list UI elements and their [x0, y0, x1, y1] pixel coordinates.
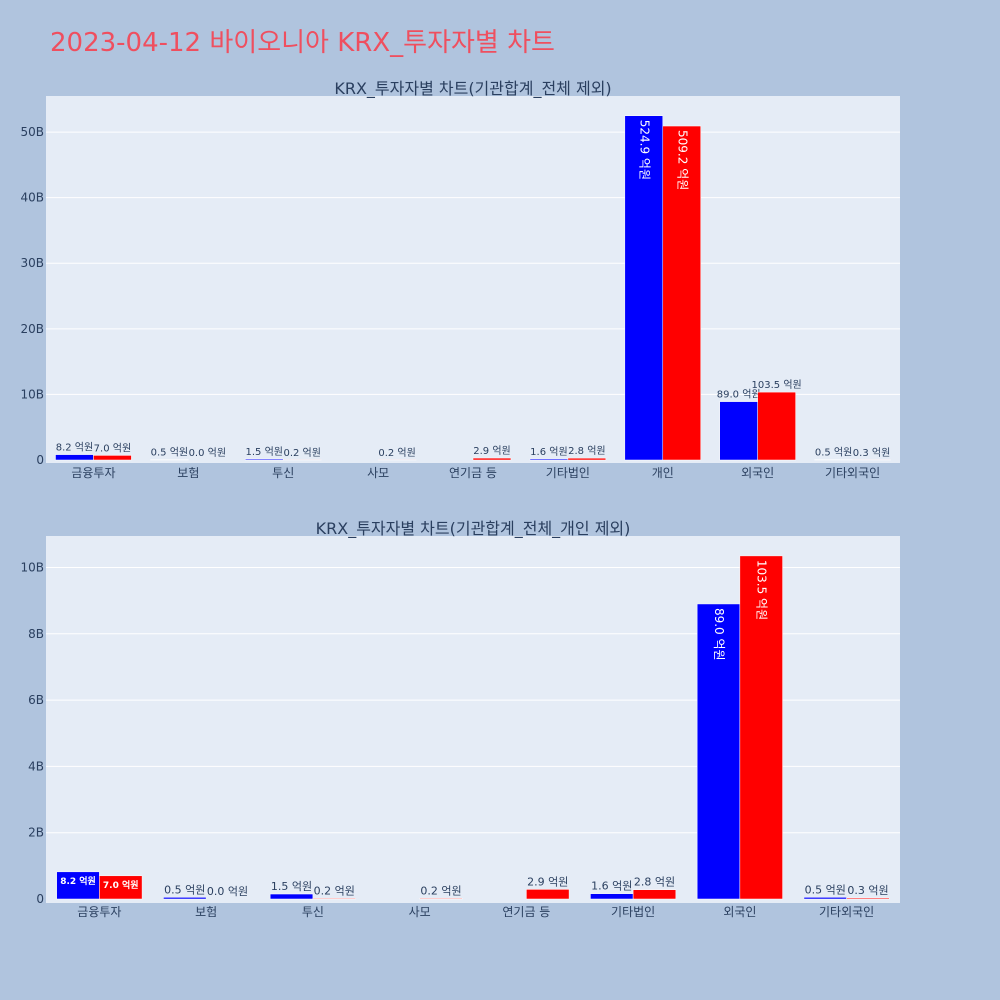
bar-buy: [245, 458, 284, 461]
data-label: 2.8 억원: [634, 876, 675, 889]
bar-sell: [757, 391, 796, 461]
data-label: 0.2 억원: [314, 884, 355, 897]
x-tick-label: 투신: [302, 905, 324, 919]
data-label: 0.5 억원: [164, 883, 205, 896]
data-label: 89.0 억원: [717, 389, 761, 401]
chart-subtitle: KRX_투자자별 차트(기관합계_전체_개인 제외): [316, 519, 631, 539]
y-tick-label: 4B: [28, 759, 44, 773]
x-tick-label: 금융투자: [71, 466, 115, 480]
data-label: 8.2 억원: [56, 442, 93, 454]
x-tick-label: 기타외국인: [825, 466, 880, 480]
y-tick-label: 50B: [20, 125, 44, 139]
bar-sell: [93, 455, 132, 461]
bar-sell: [312, 898, 356, 900]
bar-sell: [526, 889, 570, 900]
data-label: 0.2 억원: [283, 447, 320, 459]
bar-buy: [624, 115, 664, 461]
bar-buy: [696, 603, 741, 900]
y-tick-label: 0: [36, 453, 44, 467]
bar-sell: [419, 898, 463, 900]
x-tick-label: 기타법인: [611, 905, 655, 919]
data-label: 0.3 억원: [853, 447, 890, 459]
x-tick-label: 연기금 등: [502, 905, 550, 919]
data-label: 89.0 억원: [712, 608, 726, 661]
bar-sell: [662, 125, 701, 461]
bar-buy: [590, 893, 634, 900]
bar-sell: [846, 897, 890, 900]
data-label: 8.2 억원: [60, 875, 96, 887]
data-label: 103.5 억원: [755, 560, 769, 620]
data-label: 0.2 억원: [378, 447, 415, 459]
x-tick-label: 사모: [409, 905, 431, 919]
data-label: 1.6 억원: [591, 880, 632, 893]
bar-buy: [55, 454, 94, 461]
y-tick-label: 6B: [28, 693, 44, 707]
data-label: 2.8 억원: [568, 445, 605, 457]
x-tick-label: 보험: [195, 905, 217, 919]
x-tick-label: 연기금 등: [449, 466, 497, 480]
bar-sell: [632, 889, 677, 900]
bar-buy: [803, 897, 847, 900]
y-tick-label: 0: [36, 892, 44, 906]
data-label: 2.9 억원: [527, 875, 568, 888]
data-label: 0.5 억원: [815, 447, 852, 459]
bar-buy: [269, 893, 314, 900]
bar-sell: [99, 875, 143, 900]
y-tick-label: 10B: [20, 387, 44, 401]
page-title: 2023-04-12 바이오니아 KRX_투자자별 차트: [50, 28, 555, 58]
data-label: 0.3 억원: [847, 884, 888, 897]
bar-buy: [56, 871, 100, 900]
bar-buy: [529, 458, 569, 461]
x-tick-label: 개인: [652, 466, 674, 480]
bar-buy: [163, 897, 207, 900]
x-tick-label: 보험: [177, 466, 199, 480]
bar-sell: [567, 457, 607, 461]
data-label: 0.2 억원: [420, 884, 461, 897]
data-label: 1.6 억원: [530, 446, 567, 458]
data-label: 0.0 억원: [189, 447, 226, 459]
data-label: 0.0 억원: [207, 885, 248, 898]
x-tick-label: 사모: [367, 466, 389, 480]
bar-chart-excl-individual: 0 2B 4B 6B 8B 10B KRX_투자자별 차트(기관합계_전체_개인 제외) 8.…: [20, 519, 900, 919]
y-tick-label: 2B: [28, 826, 44, 840]
y-tick-label: 8B: [28, 627, 44, 641]
bar-chart-all: 0 10B 20B 30B 40B 50B KRX_투자자별 차트(기관합계_전체 제외) 8…: [20, 79, 900, 480]
x-tick-label: 외국인: [723, 905, 756, 919]
data-label: 7.0 억원: [103, 879, 139, 891]
x-tick-label: 투신: [272, 466, 294, 480]
data-label: 0.5 억원: [151, 447, 188, 459]
x-tick-label: 기타법인: [546, 466, 590, 480]
data-label: 103.5 억원: [752, 379, 802, 391]
data-label: 1.5 억원: [246, 446, 283, 458]
bar-buy: [719, 401, 758, 461]
x-tick-label: 외국인: [741, 466, 774, 480]
data-label: 7.0 억원: [94, 442, 131, 454]
data-label: 0.5 억원: [805, 883, 846, 896]
data-label: 1.5 억원: [271, 880, 312, 893]
x-tick-label: 기타외국인: [819, 905, 874, 919]
data-label: 2.9 억원: [473, 445, 510, 457]
data-label: 509.2 억원: [675, 130, 689, 190]
data-label: 524.9 억원: [637, 120, 651, 180]
y-tick-label: 40B: [20, 191, 44, 205]
bar-sell: [472, 457, 512, 461]
bar-sell: [739, 555, 783, 900]
x-tick-label: 금융투자: [77, 905, 121, 919]
chart-subtitle: KRX_투자자별 차트(기관합계_전체 제외): [334, 79, 611, 99]
y-tick-label: 30B: [20, 256, 44, 270]
y-tick-label: 20B: [20, 322, 44, 336]
y-tick-label: 10B: [20, 560, 44, 574]
